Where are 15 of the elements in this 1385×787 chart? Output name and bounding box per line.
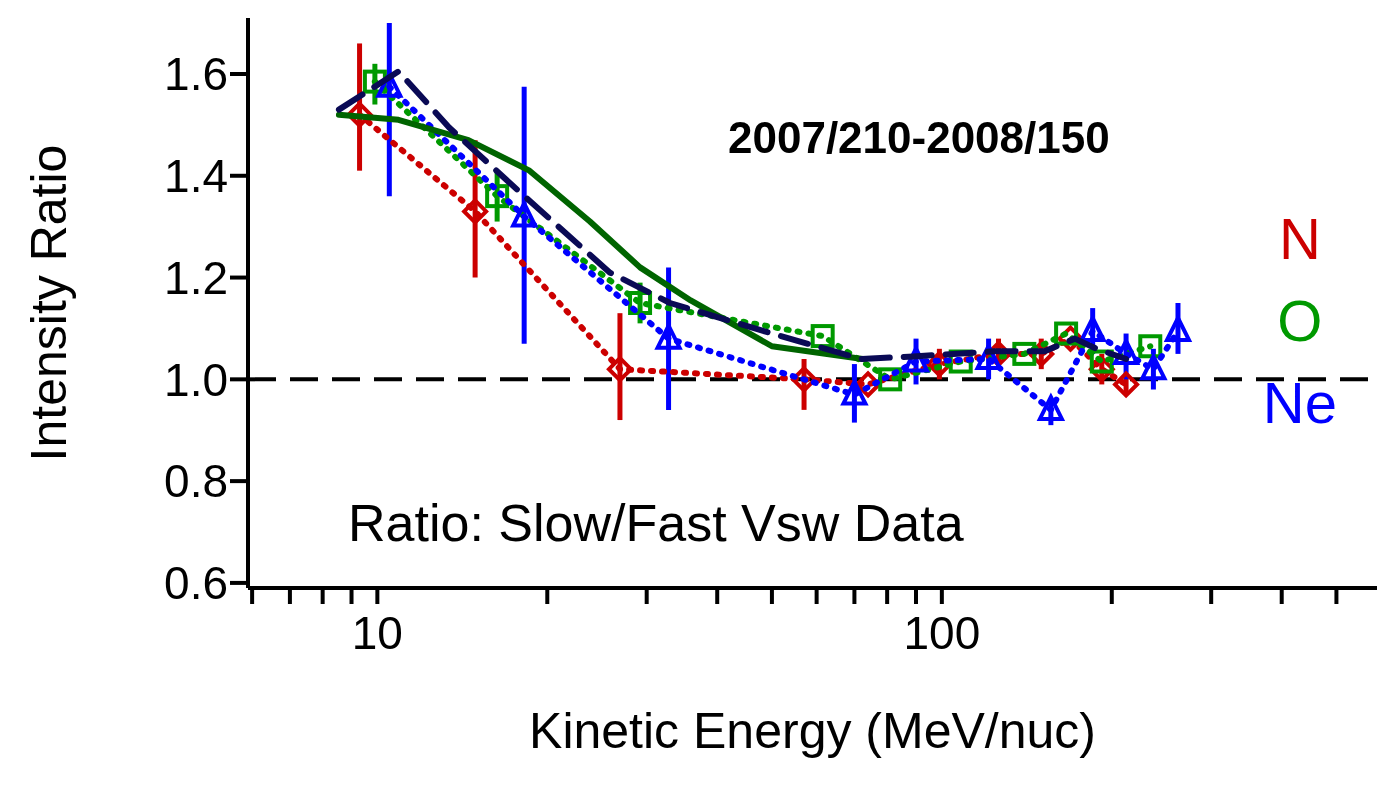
x-tick-label: 100 xyxy=(903,606,981,659)
annotation: 2007/210-2008/150 xyxy=(728,113,1110,163)
x-tick-label: 10 xyxy=(351,606,403,659)
y-tick-label: 0.8 xyxy=(164,455,228,508)
text: N xyxy=(1277,205,1322,273)
y-tick-label: 1.6 xyxy=(164,48,228,101)
y-tick-label: 1.2 xyxy=(164,251,228,304)
y-tick-label: 1.0 xyxy=(164,353,228,406)
legend-label: O xyxy=(1276,287,1324,355)
series-label: Ne xyxy=(1262,369,1337,437)
y-tick-label: 0.6 xyxy=(164,557,228,610)
annotation: Ratio: Slow/Fast Vsw Data xyxy=(348,493,964,553)
y-tick-label: 1.4 xyxy=(164,150,228,203)
x-axis-title: Kinetic Energy (MeV/nuc) xyxy=(529,703,1096,759)
y-axis-title: Intensity Ratio xyxy=(20,144,77,462)
